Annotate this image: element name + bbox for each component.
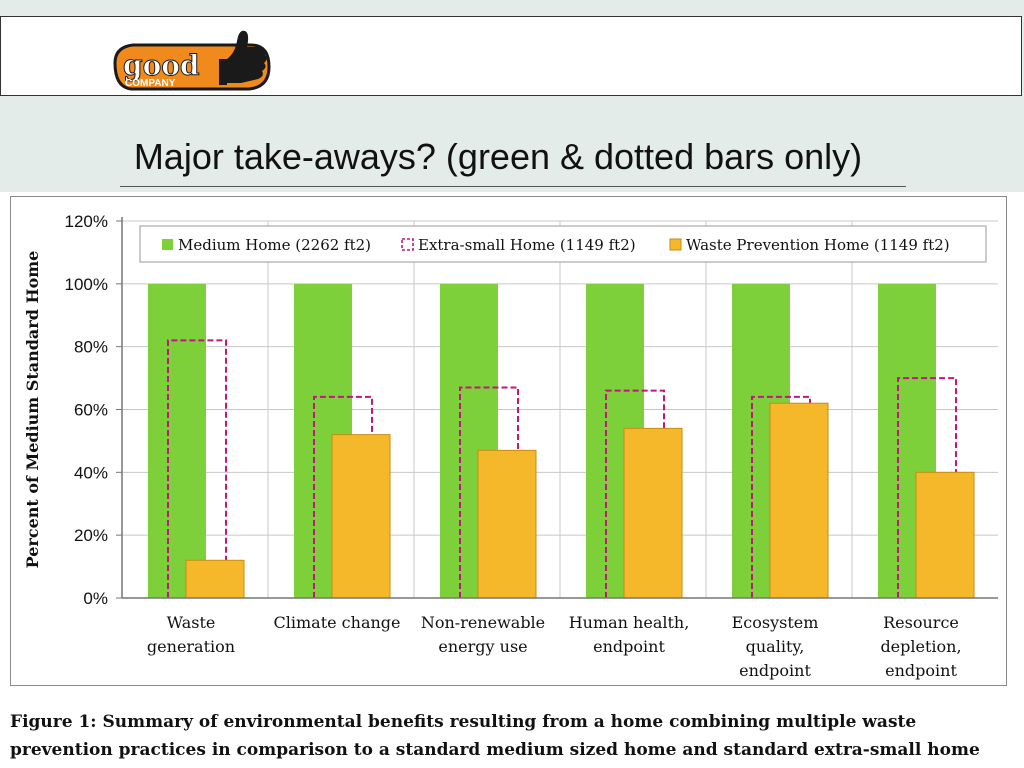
bar-waste-prevention-home: [769, 402, 829, 599]
y-axis-label: Percent of Medium Standard Home: [23, 251, 42, 569]
bar-extra-small-home: [751, 395, 811, 598]
y-tick-label: 40%: [74, 463, 108, 482]
legend-swatch: [162, 239, 173, 250]
caption-line-2: prevention practices in comparison to a …: [10, 740, 980, 760]
header-bar: good COMPANY: [0, 16, 1022, 96]
legend-label: Medium Home (2262 ft2): [178, 236, 371, 254]
company-logo: good COMPANY: [113, 30, 271, 91]
figure-panel: 0% 20% 40% 60% 80% 100% 120% Waste generation Cl…: [0, 192, 1024, 768]
logo-text-bottom: COMPANY: [125, 78, 176, 89]
legend-label: Extra-small Home (1149 ft2): [418, 236, 636, 254]
thumbs-up-icon: [219, 30, 267, 85]
bar-waste-prevention-home: [185, 559, 245, 599]
x-tick-label: depletion,: [880, 637, 961, 656]
y-tick-label: 100%: [65, 275, 108, 294]
x-tick-labels: Waste generation Climate change Non-renewab…: [147, 613, 962, 680]
x-tick-label: endpoint: [739, 661, 811, 680]
x-tick-label: endpoint: [593, 637, 665, 656]
legend: Medium Home (2262 ft2) Extra-small Home (…: [139, 225, 987, 263]
x-tick-label: quality,: [746, 637, 805, 656]
caption-line-1: Figure 1: Summary of environmental benef…: [10, 712, 917, 732]
x-tick-label: Human health,: [569, 613, 690, 632]
x-tick-label: Ecosystem: [732, 613, 819, 632]
figure-caption: Figure 1: Summary of environmental benef…: [10, 708, 998, 764]
legend-label: Waste Prevention Home (1149 ft2): [686, 236, 950, 254]
logo-text-top: good: [123, 49, 200, 82]
bar-waste-prevention-home: [331, 434, 391, 599]
title-underline: [120, 186, 906, 187]
y-tick-label: 0%: [83, 589, 108, 608]
y-tick-label: 60%: [74, 401, 108, 420]
y-tick-labels: 0% 20% 40% 60% 80% 100% 120%: [65, 212, 122, 608]
grid-lines: [122, 220, 998, 598]
legend-swatch: [669, 238, 682, 251]
y-tick-label: 20%: [74, 526, 108, 545]
slide-title: Major take-aways? (green & dotted bars o…: [133, 136, 863, 177]
bars: [148, 283, 975, 599]
bar-extra-small-home: [313, 395, 373, 598]
x-tick-label: Resource: [883, 613, 959, 632]
x-tick-label: endpoint: [885, 661, 957, 680]
x-tick-label: energy use: [438, 637, 527, 656]
bar-waste-prevention-home: [477, 449, 537, 599]
x-tick-label: Non-renewable: [421, 613, 545, 632]
legend-swatch: [401, 238, 414, 251]
bar-extra-small-home: [167, 339, 227, 598]
y-tick-label: 120%: [65, 212, 108, 231]
bar-waste-prevention-home: [915, 471, 975, 599]
bar-waste-prevention-home: [623, 427, 683, 599]
axes: [121, 217, 998, 599]
x-tick-label: Climate change: [274, 613, 401, 632]
bar-chart: 0% 20% 40% 60% 80% 100% 120% Waste generation Cl…: [10, 196, 1007, 686]
y-tick-label: 80%: [74, 338, 108, 357]
legend-box: [139, 225, 987, 263]
bar-medium-home: [148, 283, 206, 598]
x-tick-label: generation: [147, 637, 235, 656]
x-tick-label: Waste: [167, 613, 216, 632]
